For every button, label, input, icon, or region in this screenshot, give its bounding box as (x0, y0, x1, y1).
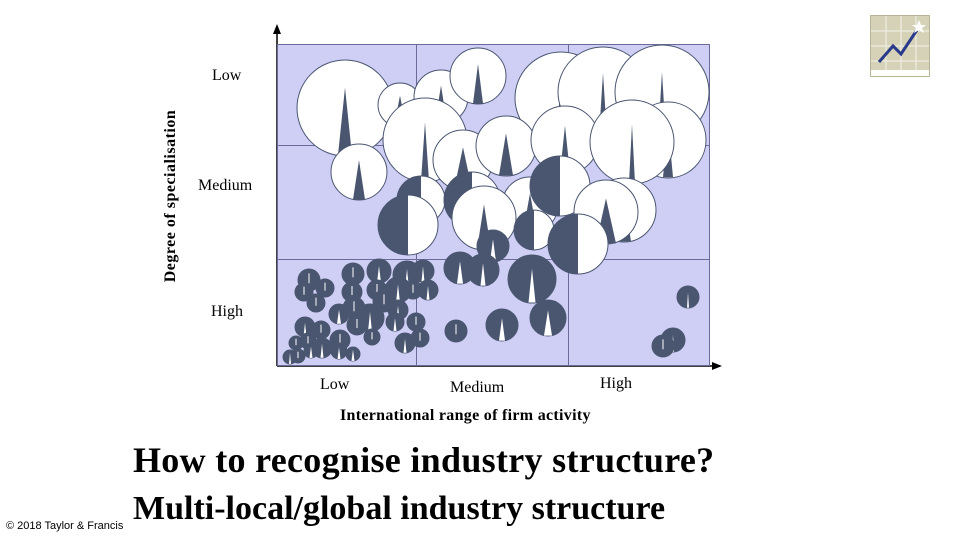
firm-bubble (589, 99, 675, 185)
x-level-medium: Medium (450, 379, 505, 396)
slide-title: How to recognise industry structure? (133, 440, 715, 480)
firm-bubble (345, 346, 361, 362)
y-axis-title: Degree of specialisation (162, 109, 179, 283)
firm-bubble (406, 312, 426, 332)
firm-bubble (449, 47, 507, 105)
firm-bubble (346, 314, 368, 336)
firm-bubble (288, 335, 304, 351)
copyright: © 2018 Taylor & Francis (6, 520, 124, 532)
firm-bubble (529, 155, 591, 217)
firm-bubble (444, 319, 468, 343)
firm-bubble (513, 209, 555, 251)
firm-bubble (294, 282, 314, 302)
growth-chart-logo-icon (870, 15, 930, 77)
firm-bubble (475, 115, 537, 177)
firm-bubble (529, 299, 567, 337)
y-level-high: High (211, 303, 243, 320)
firm-bubble (651, 334, 675, 358)
slide-subtitle: Multi-local/global industry structure (133, 490, 666, 527)
firm-bubble (507, 254, 557, 304)
firm-bubble (315, 278, 335, 298)
firm-bubble (328, 303, 350, 325)
firm-bubble (306, 293, 326, 313)
firm-bubble (485, 308, 519, 342)
firm-bubble (403, 280, 423, 300)
x-axis-arrow-icon (712, 362, 722, 370)
firm-bubble (290, 348, 306, 364)
firm-bubble (366, 258, 392, 284)
firm-bubble (676, 285, 700, 309)
y-level-low: Low (212, 67, 242, 84)
firm-bubble (363, 328, 381, 346)
firm-bubble (377, 194, 439, 256)
firm-bubble (410, 328, 430, 348)
firm-bubble (330, 143, 388, 201)
x-level-high: High (600, 375, 632, 392)
y-level-medium: Medium (198, 177, 253, 194)
y-axis-arrow-icon (273, 24, 281, 34)
x-axis-title: International range of firm activity (340, 407, 591, 424)
x-level-low: Low (320, 376, 350, 393)
firm-bubble (466, 253, 500, 287)
firm-bubble (385, 312, 405, 332)
firm-bubble (394, 332, 416, 354)
firm-bubble (330, 342, 348, 360)
firm-bubble (303, 343, 319, 359)
firm-bubble (411, 259, 435, 283)
firm-bubble (547, 213, 609, 275)
